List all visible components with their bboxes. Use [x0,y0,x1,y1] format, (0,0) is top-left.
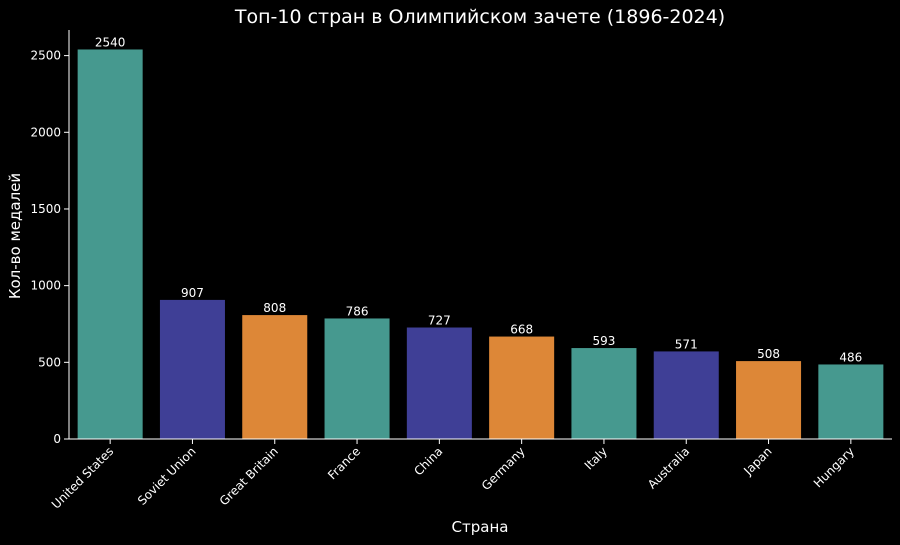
bar [159,299,225,439]
bar-value-label: 907 [181,286,204,300]
bar [489,336,555,439]
bar-value-label: 508 [757,347,780,361]
y-axis: 0 500 1000 1500 2000 2500 [30,30,70,446]
y-tick-label: 2000 [30,125,61,139]
chart-title: Топ-10 стран в Олимпийском зачете (1896-… [234,6,725,28]
bar-value-label: 571 [675,337,698,351]
bar-value-label: 668 [510,323,533,337]
bar [242,315,308,439]
bar [324,318,390,439]
bar [818,364,884,439]
x-axis-label: Страна [452,518,509,536]
bar-value-label: 593 [592,334,615,348]
bar [736,361,802,439]
bar [653,351,719,439]
bar-value-label: 786 [346,304,369,318]
y-axis-label: Кол-во медалей [6,173,24,299]
y-tick-label: 0 [53,432,61,446]
y-tick-label: 1000 [30,279,61,293]
bar-value-label: 727 [428,314,451,328]
bar-value-label: 808 [263,301,286,315]
bars-group [77,49,884,439]
bar [406,327,472,439]
bar [77,49,143,439]
bar-value-label: 2540 [95,35,126,49]
bar [571,348,637,439]
y-tick-label: 2500 [30,49,61,63]
y-tick-label: 500 [38,355,61,369]
value-labels-group: 2540 907 808 786 727 668 593 571 508 486 [95,35,862,364]
y-tick-label: 1500 [30,202,61,216]
bar-value-label: 486 [839,350,862,364]
